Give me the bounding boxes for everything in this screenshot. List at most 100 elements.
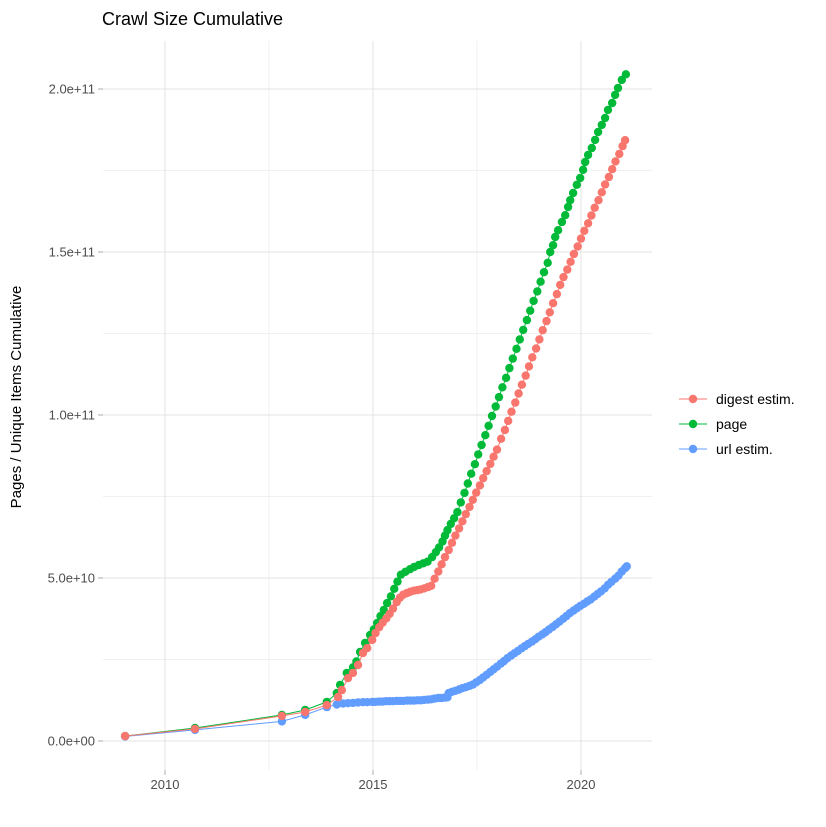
data-point xyxy=(546,247,555,257)
data-point xyxy=(542,316,551,326)
data-point xyxy=(548,299,558,308)
series-line-digest-estim xyxy=(125,140,626,737)
data-point xyxy=(604,172,614,182)
data-point xyxy=(611,157,620,166)
data-point xyxy=(454,524,464,533)
data-point xyxy=(484,421,493,430)
data-point xyxy=(434,567,443,576)
data-point xyxy=(333,692,343,702)
legend-row-digest-estim: digest estim. xyxy=(678,386,795,411)
data-point xyxy=(603,105,613,115)
data-point xyxy=(458,517,467,526)
y-tick-label: 5.0e+10 xyxy=(48,571,95,586)
data-point xyxy=(515,335,524,344)
data-point xyxy=(444,545,453,555)
data-point xyxy=(590,203,599,212)
data-point xyxy=(581,157,590,167)
data-point xyxy=(427,581,436,590)
axis-tick-marks xyxy=(98,88,582,775)
data-point xyxy=(393,577,402,586)
data-point xyxy=(489,452,498,461)
data-point xyxy=(561,211,570,220)
data-point xyxy=(512,344,521,353)
data-point xyxy=(437,560,446,569)
data-point xyxy=(594,196,603,205)
data-point xyxy=(390,584,399,593)
data-point xyxy=(587,211,596,220)
data-point xyxy=(593,127,603,137)
data-point xyxy=(456,498,465,507)
data-point xyxy=(120,731,130,741)
x-tick-label: 2020 xyxy=(567,777,596,792)
data-point xyxy=(556,280,565,290)
data-point xyxy=(548,241,558,250)
data-point xyxy=(553,226,563,235)
x-tick-label: 2010 xyxy=(151,777,180,792)
data-point xyxy=(368,635,377,645)
data-point xyxy=(501,373,511,382)
data-point xyxy=(533,287,542,296)
data-point xyxy=(277,711,287,721)
y-tick-label: 1.5e+11 xyxy=(49,245,95,260)
legend: digest estim. page url estim. xyxy=(678,386,795,461)
data-point xyxy=(468,495,477,504)
data-point xyxy=(363,643,372,653)
data-point xyxy=(521,371,530,380)
data-point xyxy=(539,268,549,277)
data-point xyxy=(386,592,396,601)
data-point xyxy=(498,383,507,392)
data-point xyxy=(477,440,486,450)
data-point xyxy=(622,562,631,571)
data-point xyxy=(543,258,552,267)
legend-label-page: page xyxy=(716,415,748,432)
data-point xyxy=(620,136,630,145)
data-point xyxy=(301,707,310,717)
data-point xyxy=(522,315,532,325)
data-point xyxy=(580,226,589,235)
data-point xyxy=(573,242,582,251)
data-point xyxy=(507,407,516,416)
data-point xyxy=(517,380,527,389)
data-point xyxy=(332,700,341,709)
legend-label-url-estim: url estim. xyxy=(716,440,773,457)
data-point xyxy=(491,402,500,411)
data-point xyxy=(526,306,535,315)
data-point xyxy=(610,90,620,100)
data-point xyxy=(563,202,573,212)
data-point xyxy=(519,325,528,335)
data-point xyxy=(486,459,495,469)
series-url-estim xyxy=(120,562,631,741)
data-point xyxy=(600,180,610,189)
data-point xyxy=(576,173,585,183)
data-point xyxy=(597,120,606,130)
data-point xyxy=(343,673,353,683)
legend-key-digest-icon xyxy=(679,394,707,403)
data-point xyxy=(451,531,460,540)
legend-label-digest-estim: digest estim. xyxy=(716,390,795,407)
data-point xyxy=(479,474,488,483)
data-point xyxy=(353,660,363,670)
data-point xyxy=(572,180,581,189)
data-point xyxy=(569,249,579,259)
data-point xyxy=(578,165,588,174)
data-point xyxy=(460,488,469,498)
data-point xyxy=(551,232,560,242)
data-point xyxy=(600,113,610,123)
legend-row-url-estim: url estim. xyxy=(678,436,795,461)
data-point xyxy=(449,514,459,523)
data-point xyxy=(470,460,480,469)
gridlines-major xyxy=(103,41,652,770)
data-point xyxy=(465,502,474,512)
data-point xyxy=(608,98,617,108)
data-point xyxy=(472,488,481,497)
data-series xyxy=(120,70,631,741)
chart-title: Crawl Size Cumulative xyxy=(102,9,284,29)
data-point xyxy=(583,219,593,228)
data-point xyxy=(463,479,472,488)
data-point xyxy=(492,445,502,454)
data-point xyxy=(590,135,600,145)
data-point xyxy=(494,392,504,402)
data-point xyxy=(500,425,510,435)
